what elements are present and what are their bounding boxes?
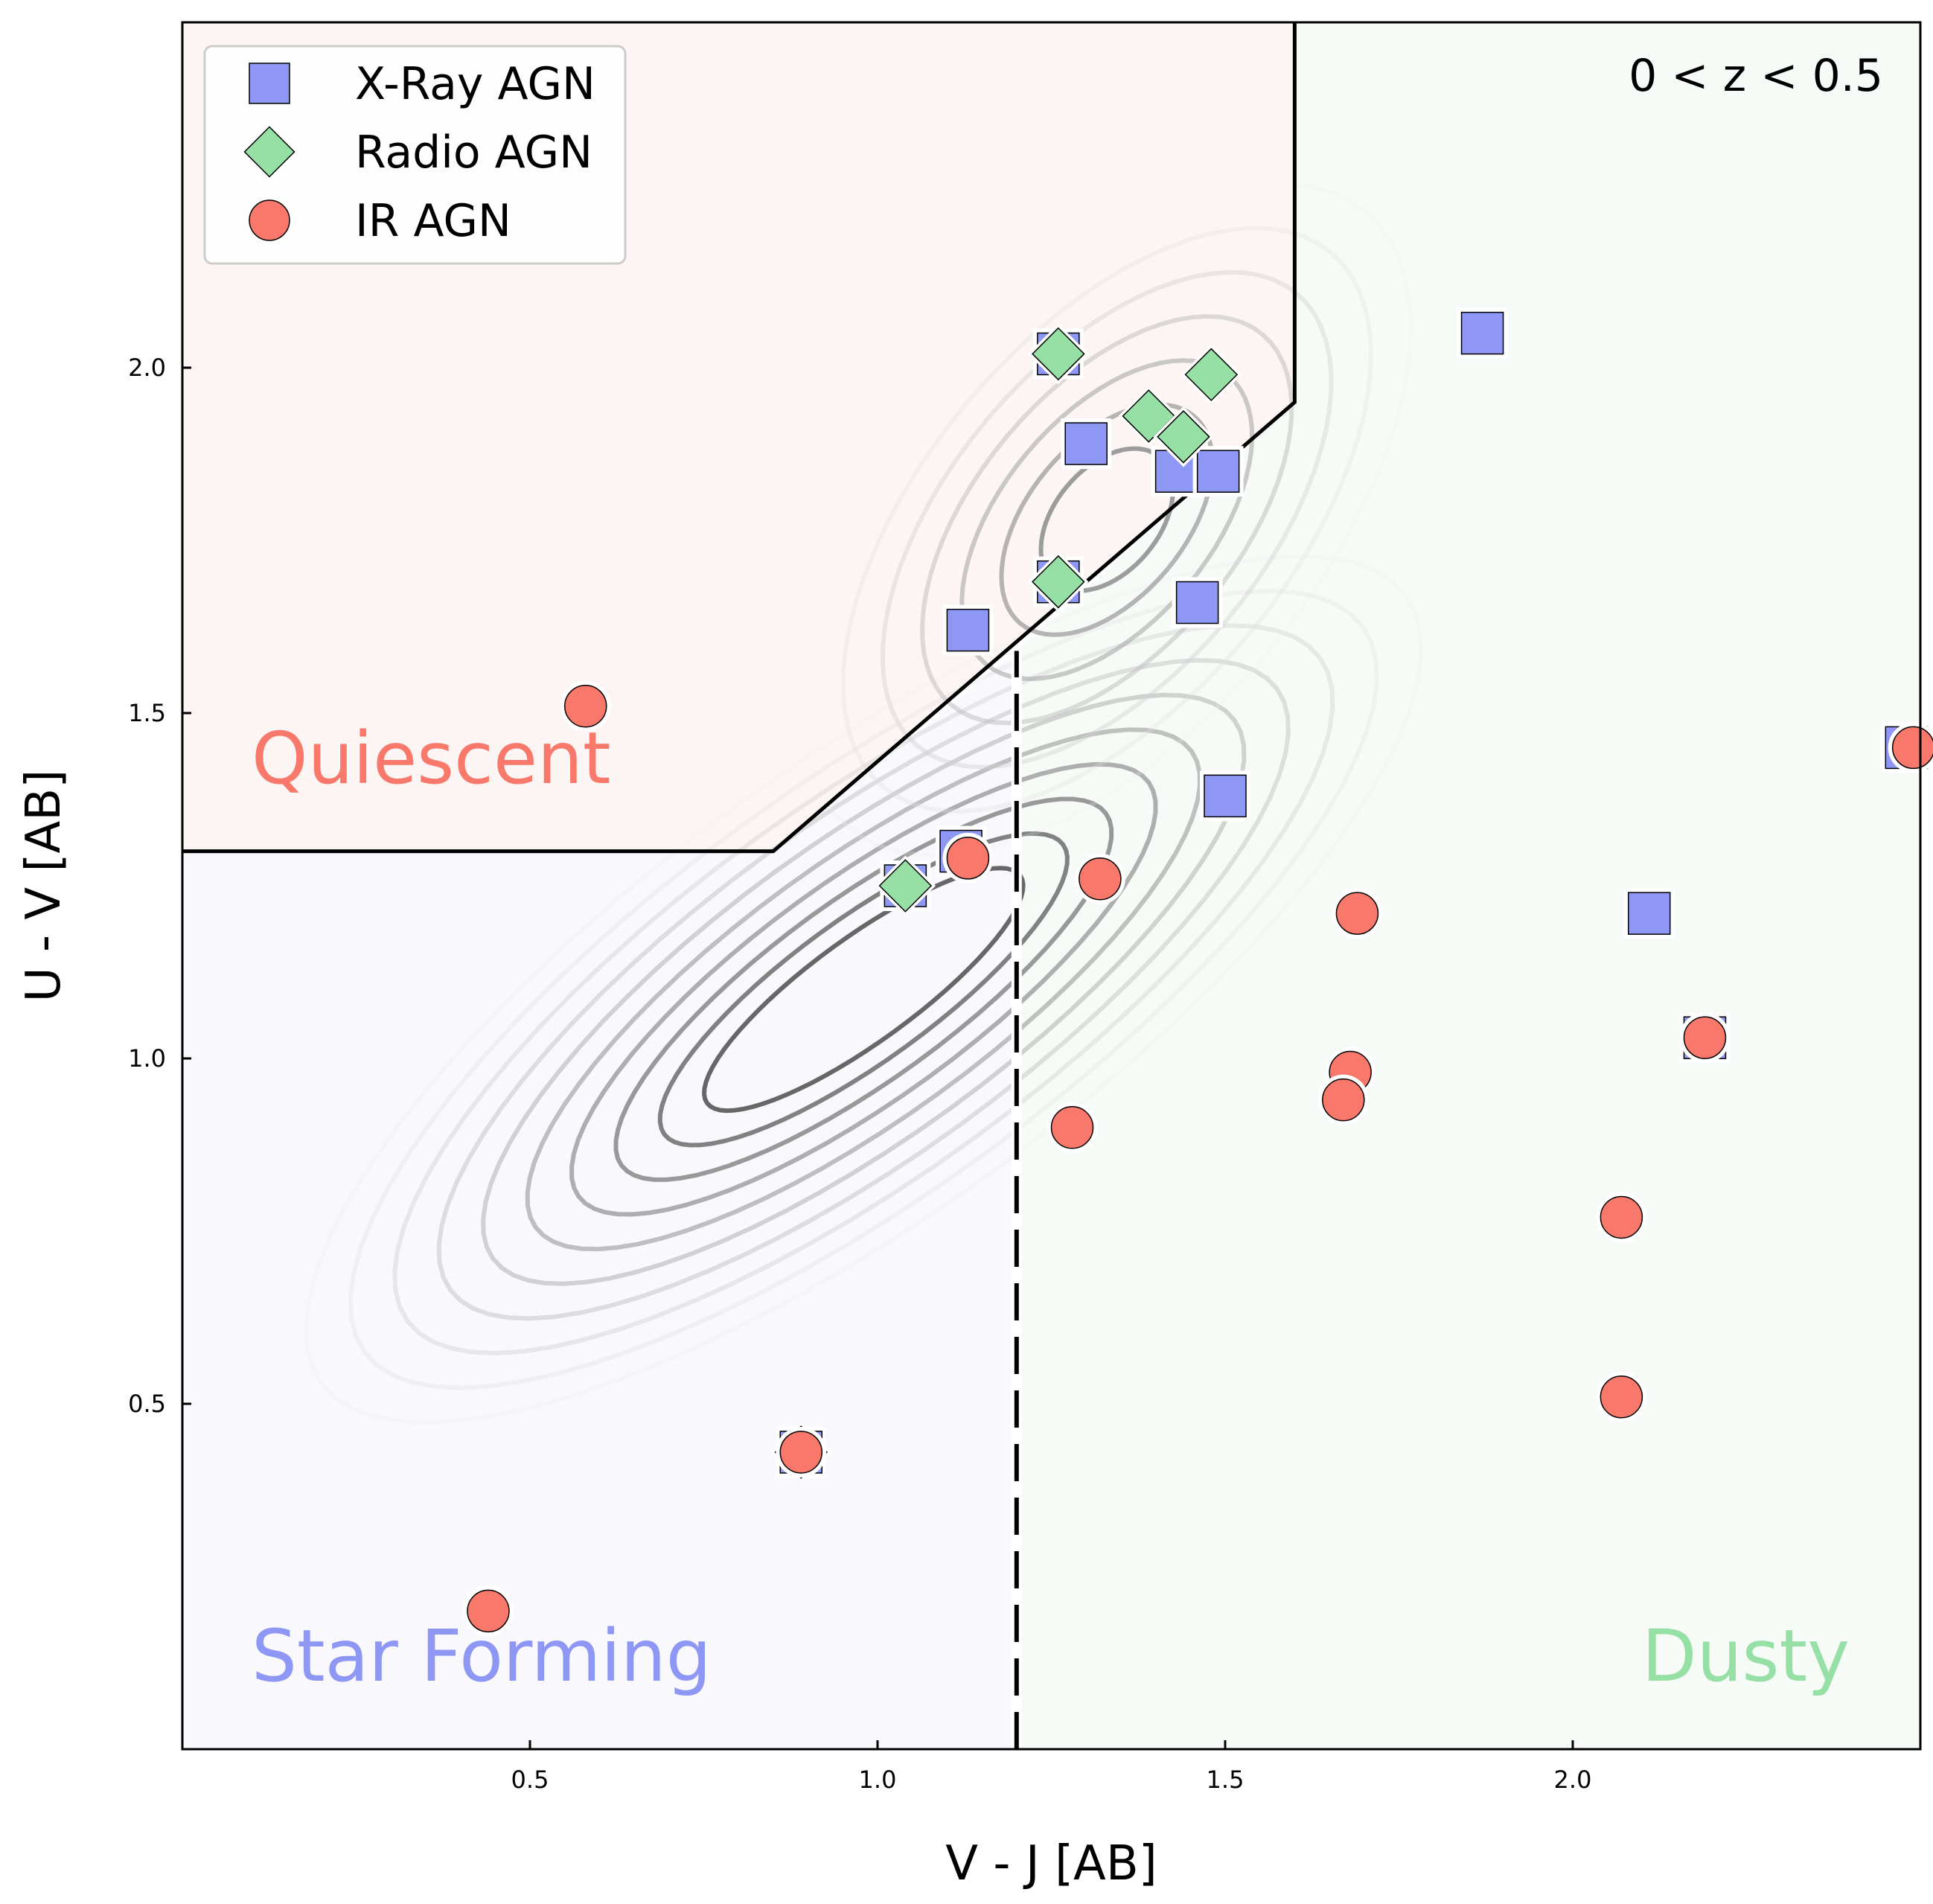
region-label-dusty: Dusty [1642,1614,1850,1698]
x-tick-label-1: 0.5 [511,1766,549,1794]
y-tick-label-3: 1.5 [128,699,166,727]
legend-box [203,45,627,265]
circle-point-9 [1600,1375,1643,1419]
plot-frame [181,21,1922,1751]
axis-ticks: 0.5 1.0 1.5 2.0 0.5 1.0 1.5 2.0 [128,354,1591,1794]
circle-point-3 [1079,857,1122,901]
square-point-13 [1627,892,1671,935]
y-axis-label: U - V [AB] [16,770,71,1002]
circle-point-8 [1600,1195,1643,1239]
quiescent-boundary-line [182,22,1297,854]
circle-point-11 [1891,726,1933,770]
contour-quiescent-5 [880,269,1334,770]
legend-marker-square [249,63,290,104]
circle-point-7 [1050,1106,1094,1149]
x-tick-label-3: 1.5 [1207,1766,1245,1794]
circle-point-10 [1683,1016,1727,1059]
y-tick-label-4: 2.0 [128,354,166,382]
legend-entry-1: X-Ray AGN [245,58,595,110]
contour-star-forming-6 [481,692,1247,1286]
x-tick-label-4: 2.0 [1554,1766,1592,1794]
legend-label-1: X-Ray AGN [355,58,595,110]
diamond-point-1 [1032,327,1085,381]
selection-boundaries [182,22,1297,1749]
diamond-point-5 [1032,555,1085,609]
square-point-8 [1204,774,1247,818]
circle-point-1 [563,684,607,728]
legend-label-2: Radio AGN [355,127,592,179]
square-point-6 [946,608,990,652]
density-contours [304,182,1424,1425]
legend-marker-circle [249,199,290,241]
contour-star-forming-4 [569,761,1158,1217]
x-tick-label-2: 1.0 [859,1766,897,1794]
contour-star-forming-8 [392,623,1335,1356]
square-point-12 [1460,311,1504,355]
circle-point-2 [946,837,990,880]
circle-point-6 [1322,1078,1365,1122]
square-point-4 [1196,450,1240,493]
legend-entry-3: IR AGN [245,195,511,247]
diamond-point-4 [1157,410,1210,464]
region-label-quiescent: Quiescent [252,717,610,800]
y-tick-label-1: 0.5 [128,1390,166,1418]
region-label-star-forming: Star Forming [252,1614,712,1698]
contour-quiescent-6 [840,226,1373,814]
diamond-point-2 [1184,348,1239,402]
legend-label-3: IR AGN [355,195,511,247]
circle-point-13 [467,1589,510,1633]
contour-star-forming-9 [348,588,1379,1390]
legend: X-Ray AGN Radio AGN IR AGN [203,45,627,265]
circle-point-4 [1335,892,1379,935]
contour-quiescent-3 [959,358,1255,682]
x-axis-label: V - J [AB] [945,1836,1157,1891]
contour-star-forming-5 [525,727,1203,1252]
legend-marker-diamond [243,126,295,178]
contour-quiescent-7 [801,182,1413,858]
legend-entry-2: Radio AGN [240,122,592,182]
square-point-7 [1175,581,1219,624]
contour-quiescent-4 [920,313,1294,726]
diamond-point-6 [878,859,933,913]
square-point-2 [1064,422,1108,465]
circle-point-12 [779,1431,823,1474]
data-markers [462,307,1933,1637]
y-tick-label-2: 1.0 [128,1044,166,1073]
series-circle [462,680,1933,1637]
redshift-annotation: 0 < z < 0.5 [1629,50,1883,102]
